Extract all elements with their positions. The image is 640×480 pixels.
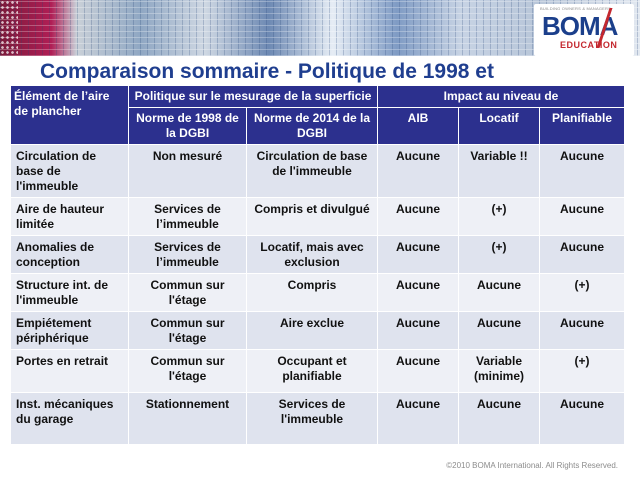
cell-aib: Aucune — [377, 392, 459, 445]
table-row: Aire de hauteur limitée Services de l’im… — [10, 197, 626, 236]
cell-locatif: (+) — [458, 197, 540, 236]
cell-aib: Aucune — [377, 235, 459, 274]
cell-norme-2014: Services de l'immeuble — [246, 392, 378, 445]
cell-norme-1998: Services de l’immeuble — [128, 197, 247, 236]
subheader-norme-2014: Norme de 2014 de la DGBI — [246, 107, 378, 145]
cell-aib: Aucune — [377, 197, 459, 236]
cell-aib: Aucune — [377, 144, 459, 198]
cell-norme-2014: Locatif, mais avec exclusion — [246, 235, 378, 274]
boma-logo: BUILDING OWNERS & MANAGERS BOMA EDUCATIO… — [534, 4, 637, 56]
cell-aib: Aucune — [377, 349, 459, 393]
cell-element: Structure int. de l'immeuble — [10, 273, 129, 312]
cell-planifiable: Aucune — [538, 235, 626, 274]
header-impact: Impact au niveau de — [376, 85, 626, 108]
cell-norme-2014: Aire exclue — [246, 311, 378, 350]
cell-norme-2014: Compris — [246, 273, 378, 312]
table-row: Portes en retrait Commun sur l'étage Occ… — [10, 349, 626, 393]
comparison-table: Élément de l’aire de plancher Politique … — [10, 85, 626, 445]
cell-planifiable: Aucune — [538, 197, 626, 236]
banner-dot-pattern — [0, 0, 18, 56]
cell-locatif: Variable !! — [458, 144, 540, 198]
cell-norme-1998: Commun sur l'étage — [128, 311, 247, 350]
table-row: Empiétement périphérique Commun sur l'ét… — [10, 311, 626, 350]
subheader-planifiable: Planifiable — [538, 107, 626, 145]
cell-norme-1998: Commun sur l'étage — [128, 273, 247, 312]
table-row: Anomalies de conception Services de l’im… — [10, 235, 626, 274]
table-row: Inst. mécaniques du garage Stationnement… — [10, 392, 626, 445]
copyright-footer: ©2010 BOMA International. All Rights Res… — [446, 461, 618, 470]
cell-norme-1998: Stationnement — [128, 392, 247, 445]
cell-element: Portes en retrait — [10, 349, 129, 393]
header-row-2: Norme de 1998 de la DGBI Norme de 2014 d… — [11, 107, 626, 145]
header-element: Élément de l’aire de plancher — [10, 85, 129, 145]
cell-norme-2014: Occupant et planifiable — [246, 349, 378, 393]
cell-element: Aire de hauteur limitée — [10, 197, 129, 236]
cell-element: Circulation de base de l'immeuble — [10, 144, 129, 198]
cell-planifiable: Aucune — [538, 392, 626, 445]
cell-planifiable: Aucune — [538, 311, 626, 350]
cell-element: Empiétement périphérique — [10, 311, 129, 350]
subheader-locatif: Locatif — [458, 107, 540, 145]
header-politique: Politique sur le mesurage de la superfic… — [128, 85, 378, 108]
cell-norme-1998: Commun sur l'étage — [128, 349, 247, 393]
header-row-1: Élément de l’aire de plancher Politique … — [10, 85, 626, 145]
cell-planifiable: (+) — [538, 349, 626, 393]
cell-locatif: (+) — [458, 235, 540, 274]
cell-locatif: Variable (minime) — [458, 349, 540, 393]
cell-locatif: Aucune — [458, 311, 540, 350]
cell-norme-2014: Circulation de base de l'immeuble — [246, 144, 378, 198]
header-banner: BUILDING OWNERS & MANAGERS BOMA EDUCATIO… — [0, 0, 640, 56]
subheader-norme-1998: Norme de 1998 de la DGBI — [128, 107, 247, 145]
subheader-aib: AIB — [377, 107, 459, 145]
slide-title: Comparaison sommaire - Politique de 1998… — [40, 60, 494, 83]
table-row: Structure int. de l'immeuble Commun sur … — [10, 273, 626, 312]
banner-grid-pattern — [0, 0, 640, 56]
cell-aib: Aucune — [377, 273, 459, 312]
cell-element: Anomalies de conception — [10, 235, 129, 274]
cell-locatif: Aucune — [458, 273, 540, 312]
cell-aib: Aucune — [377, 311, 459, 350]
logo-wordmark: BOMA — [542, 11, 618, 41]
logo-education: EDUCATION — [560, 40, 618, 50]
cell-norme-2014: Compris et divulgué — [246, 197, 378, 236]
cell-norme-1998: Non mesuré — [128, 144, 247, 198]
logo-tagline: BUILDING OWNERS & MANAGERS — [540, 6, 611, 11]
cell-locatif: Aucune — [458, 392, 540, 445]
cell-norme-1998: Services de l’immeuble — [128, 235, 247, 274]
cell-planifiable: (+) — [538, 273, 626, 312]
cell-planifiable: Aucune — [538, 144, 626, 198]
table-row: Circulation de base de l'immeuble Non me… — [10, 144, 626, 198]
cell-element: Inst. mécaniques du garage — [10, 392, 129, 445]
